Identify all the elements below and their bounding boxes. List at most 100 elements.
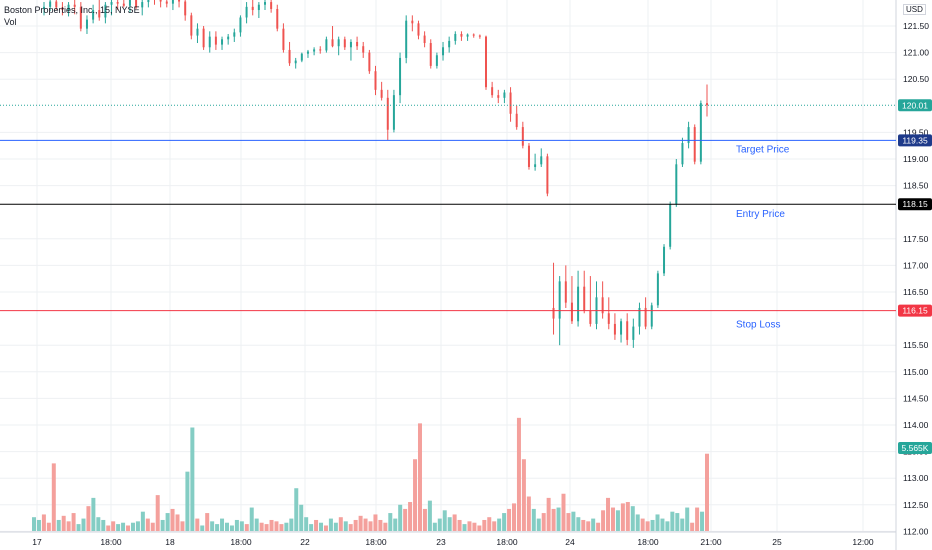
candle-body <box>55 1 58 8</box>
candle-body <box>693 127 696 162</box>
volume-bar <box>36 519 41 531</box>
x-tick-label: 18:00 <box>496 537 518 547</box>
volume-bar <box>596 522 601 531</box>
y-tick-label: 118.50 <box>903 181 929 191</box>
volume-bar <box>437 518 442 531</box>
candle-body <box>208 36 211 48</box>
candle-body <box>362 46 365 53</box>
volume-bar <box>620 503 625 531</box>
volume-bar <box>507 508 512 531</box>
volume-bar <box>690 522 695 531</box>
candle-body <box>288 49 291 64</box>
candle-body <box>43 6 45 9</box>
volume-bar <box>32 517 36 531</box>
candle-body <box>706 103 708 106</box>
volume-bar <box>477 525 482 531</box>
volume-bar <box>121 522 126 531</box>
y-tick-label: 121.50 <box>903 21 929 31</box>
volume-bar <box>487 517 492 531</box>
candle-body <box>650 305 653 327</box>
volume-bar <box>521 459 526 531</box>
candle-body <box>656 273 659 306</box>
volume-bar <box>289 518 294 531</box>
volume-bar <box>96 517 101 531</box>
volume-bar <box>675 513 680 531</box>
candle-body <box>380 89 383 98</box>
volume-bar <box>220 518 225 531</box>
volume-bar <box>581 519 586 531</box>
volume-bar <box>408 502 413 531</box>
volume-bar <box>190 427 195 531</box>
volume-bar <box>224 522 229 531</box>
candle-body <box>423 35 426 44</box>
volume-bar <box>353 519 358 531</box>
candle-body <box>178 0 181 2</box>
candle-body <box>202 28 205 48</box>
x-tick-label: 23 <box>436 537 446 547</box>
candle-body <box>405 20 408 58</box>
candle-body <box>116 2 119 4</box>
candle-body <box>196 28 199 36</box>
x-tick-label: 18:00 <box>230 537 252 547</box>
level-price-badge <box>898 198 932 211</box>
level-price-label: 116.15 <box>902 306 928 316</box>
volume-bar <box>601 510 606 531</box>
candle-body <box>613 323 616 335</box>
candle-body <box>638 307 641 327</box>
volume-bar <box>150 522 155 531</box>
volume-bar <box>284 522 289 531</box>
candle-body <box>239 17 242 33</box>
x-tick-label: 12:00 <box>852 537 874 547</box>
volume-bar <box>145 518 150 531</box>
candle-body <box>368 52 371 72</box>
candle-body <box>251 6 254 11</box>
volume-bar <box>472 522 477 531</box>
x-tick-label: 18 <box>165 537 175 547</box>
volume-bar <box>492 521 497 531</box>
volume-bar <box>71 513 76 531</box>
volume-bar <box>586 521 591 531</box>
candle-body <box>435 55 438 66</box>
candle-body <box>282 28 285 50</box>
volume-bar <box>422 508 427 531</box>
volume-bar <box>630 506 635 531</box>
candle-body <box>110 2 113 5</box>
volume-bar <box>323 525 328 531</box>
volume-bar <box>111 521 116 531</box>
candle-body <box>478 35 481 37</box>
candle-body <box>85 19 88 29</box>
volume-bar <box>650 519 655 531</box>
y-tick-label: 112.00 <box>903 526 929 536</box>
candle-body <box>540 156 543 165</box>
volume-bar <box>319 522 324 531</box>
candle-body <box>527 145 530 167</box>
volume-bar <box>210 521 215 531</box>
candle-body <box>257 4 260 11</box>
last-price-badge <box>898 99 932 112</box>
candle-body <box>227 36 230 40</box>
volume-bar <box>551 508 556 531</box>
volume-bar <box>655 514 660 531</box>
candle-body <box>165 1 168 4</box>
volume-bar <box>279 524 284 531</box>
volume-bar <box>388 513 393 531</box>
candle-body <box>294 60 297 64</box>
volume-bar <box>66 521 71 531</box>
volume-bar <box>482 519 487 531</box>
candle-body <box>699 103 702 162</box>
last-price-label: 120.01 <box>902 100 928 110</box>
y-tick-label: 119.00 <box>903 154 929 164</box>
candle-body <box>73 4 76 7</box>
volume-bar <box>140 511 145 531</box>
candle-body <box>98 10 101 18</box>
candle-body <box>411 20 414 24</box>
candle-body <box>79 6 82 29</box>
x-tick-label: 18:00 <box>637 537 659 547</box>
volume-bar <box>685 507 690 531</box>
candle-body <box>607 313 610 324</box>
volume-bar <box>338 517 343 531</box>
candle-body <box>669 204 672 247</box>
x-tick-label: 17 <box>32 537 42 547</box>
volume-bar <box>200 525 205 531</box>
